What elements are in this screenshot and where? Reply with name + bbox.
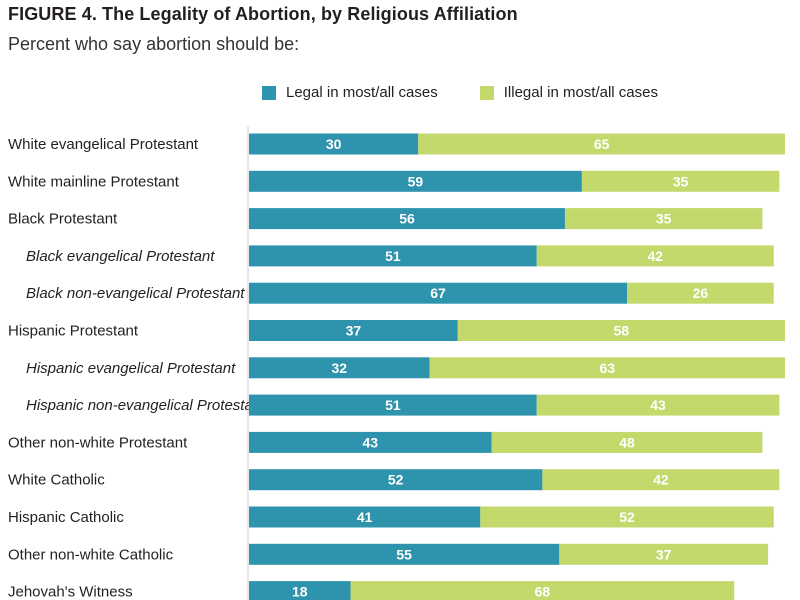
data-label-illegal: 48: [619, 434, 635, 450]
bar-illegal: [480, 506, 774, 528]
category-label: Hispanic non-evangelical Protestant: [26, 397, 266, 414]
bar-illegal: [581, 170, 780, 192]
bar-legal: [249, 469, 543, 491]
bar-legal: [249, 581, 351, 600]
bar-illegal: [350, 581, 735, 600]
data-label-legal: 51: [385, 397, 401, 413]
bar-illegal: [491, 431, 763, 453]
data-label-legal: 67: [430, 285, 446, 301]
bar-illegal: [559, 543, 769, 565]
data-label-legal: 41: [357, 509, 373, 525]
data-label-legal: 52: [388, 472, 404, 488]
data-label-illegal: 35: [673, 173, 689, 189]
chart-legend: Legal in most/all cases Illegal in most/…: [262, 84, 658, 101]
legend-item-legal: Legal in most/all cases: [262, 84, 438, 101]
bar-legal: [249, 133, 419, 155]
bar-illegal: [457, 320, 785, 341]
chart-subtitle: Percent who say abortion should be:: [8, 34, 300, 54]
data-label-legal: 18: [292, 584, 308, 600]
bar-legal: [249, 543, 560, 565]
category-label: Black Protestant: [8, 211, 118, 228]
data-label-illegal: 63: [599, 360, 615, 376]
data-label-illegal: 35: [656, 211, 672, 227]
category-label: Black evangelical Protestant: [26, 248, 215, 265]
bar-legal: [249, 245, 537, 267]
bar-legal: [249, 506, 481, 528]
data-label-illegal: 37: [656, 546, 672, 562]
bar-legal: [249, 170, 582, 192]
category-label: Other non-white Protestant: [8, 434, 188, 451]
category-label: Other non-white Catholic: [8, 546, 174, 563]
data-label-illegal: 43: [650, 397, 666, 413]
chart-title: FIGURE 4. The Legality of Abortion, by R…: [8, 4, 518, 24]
bar-legal: [249, 320, 458, 341]
bar-legal: [249, 282, 628, 304]
data-label-legal: 56: [399, 211, 415, 227]
data-label-legal: 43: [363, 434, 379, 450]
bar-legal: [249, 394, 537, 416]
data-label-legal: 32: [331, 360, 347, 376]
category-label: Hispanic evangelical Protestant: [26, 360, 236, 377]
data-label-illegal: 42: [647, 248, 663, 264]
bar-legal: [249, 357, 430, 379]
legend-item-illegal: Illegal in most/all cases: [479, 84, 658, 101]
bar-illegal: [536, 245, 774, 267]
bar-legal: [249, 431, 492, 453]
category-label: White evangelical Protestant: [8, 136, 199, 153]
data-label-legal: 30: [326, 136, 342, 152]
bar-illegal: [536, 394, 780, 416]
category-label: White mainline Protestant: [8, 173, 180, 190]
data-label-illegal: 58: [614, 323, 630, 339]
legend-label-legal: Legal in most/all cases: [286, 84, 438, 101]
category-label: Hispanic Catholic: [8, 509, 124, 526]
legend-swatch-legal: [262, 85, 276, 100]
category-label: Hispanic Protestant: [8, 323, 139, 340]
bar-illegal: [564, 208, 763, 230]
data-label-illegal: 65: [594, 136, 610, 152]
bar-legal: [249, 208, 565, 230]
data-label-illegal: 26: [693, 285, 709, 301]
category-label: White Catholic: [8, 472, 105, 489]
data-label-legal: 55: [396, 546, 412, 562]
bar-illegal: [542, 469, 780, 491]
data-label-legal: 37: [346, 323, 362, 339]
category-label: Black non-evangelical Protestant: [26, 285, 245, 302]
data-label-legal: 59: [408, 173, 424, 189]
legend-label-illegal: Illegal in most/all cases: [503, 84, 658, 101]
data-label-legal: 51: [385, 248, 401, 264]
bar-illegal: [627, 282, 774, 304]
bar-illegal: [418, 133, 785, 155]
data-label-illegal: 42: [653, 472, 669, 488]
data-label-illegal: 68: [535, 584, 551, 600]
legend-swatch-illegal: [479, 85, 494, 100]
bar-illegal: [429, 357, 785, 379]
category-label: Jehovah's Witness: [8, 584, 133, 600]
data-label-illegal: 52: [619, 509, 635, 525]
